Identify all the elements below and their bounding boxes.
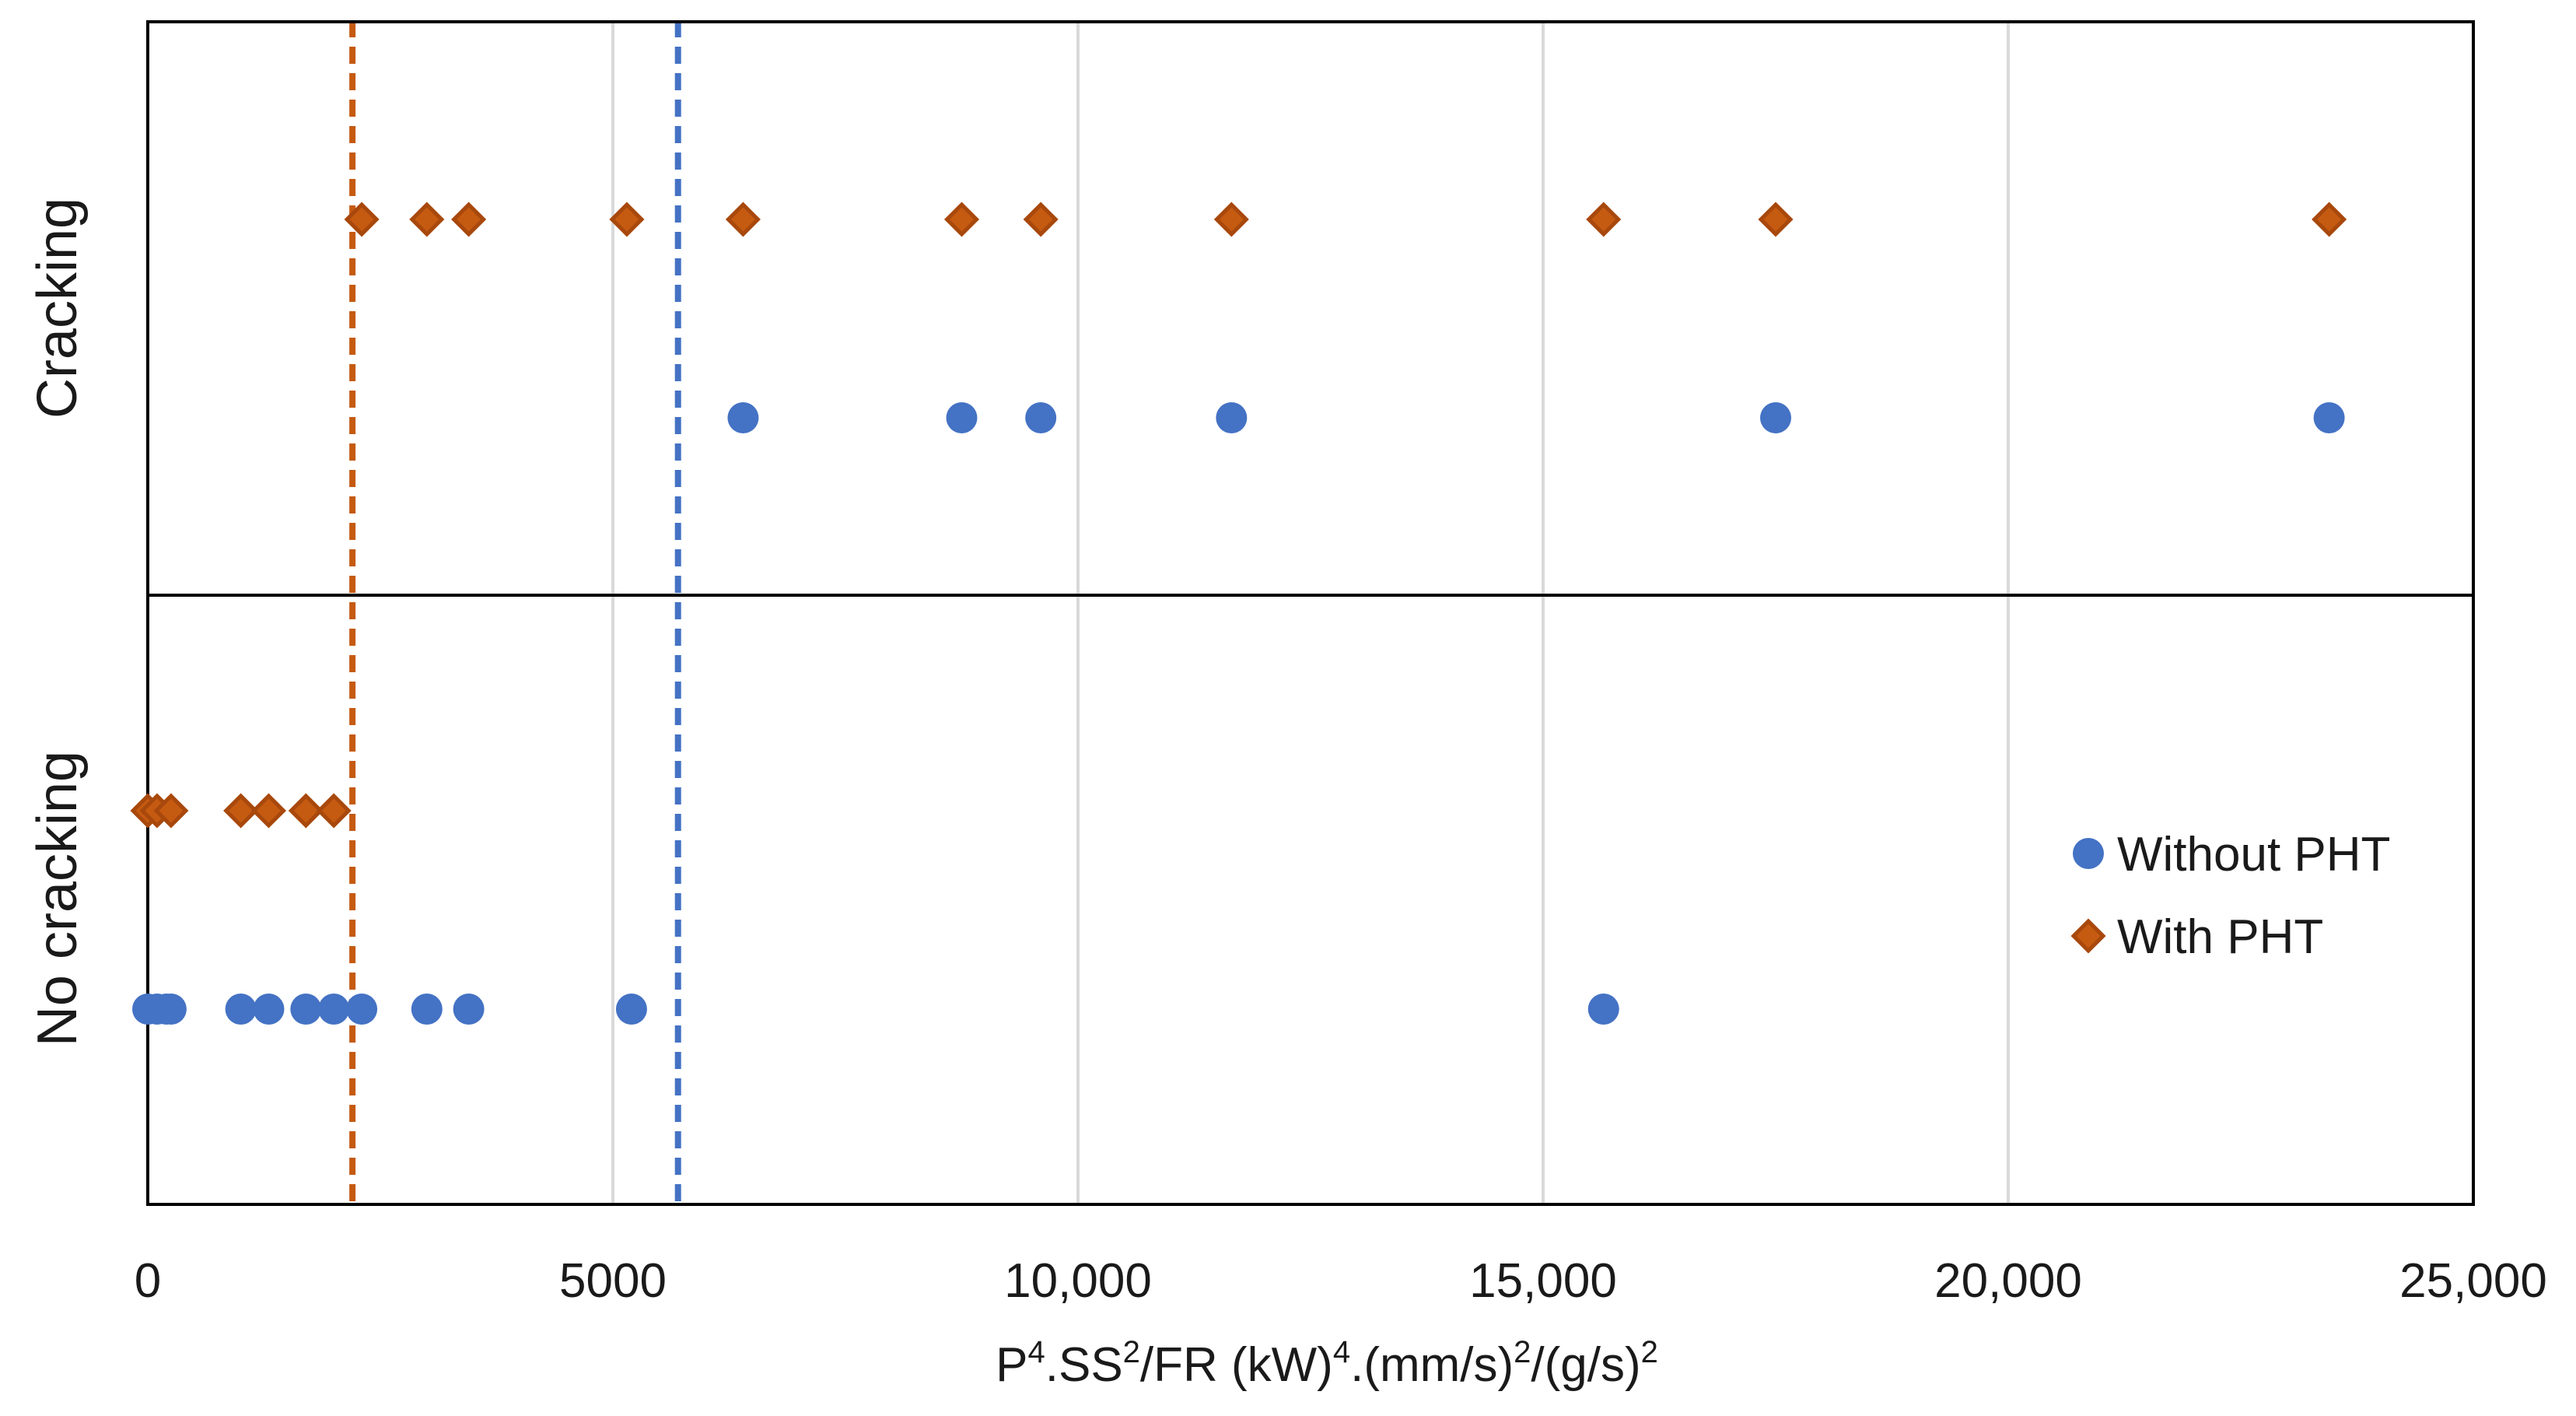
plot-frame — [146, 20, 2475, 1206]
point-without-pht-cracking-1 — [946, 402, 978, 433]
point-with-pht-cracking-0 — [344, 202, 380, 237]
legend-label-with-pht: With PHT — [2117, 910, 2323, 964]
point-without-pht-no-cracking-9 — [411, 994, 443, 1025]
x-tick-label-25000: 25,000 — [2399, 1254, 2547, 1308]
point-without-pht-cracking-0 — [727, 402, 759, 433]
point-without-pht-cracking-3 — [1216, 402, 1248, 433]
point-with-pht-cracking-8 — [1586, 202, 1622, 237]
point-with-pht-no-cracking-6 — [316, 793, 352, 829]
legend-label-without-pht: Without PHT — [2117, 828, 2390, 881]
point-with-pht-cracking-6 — [1023, 202, 1059, 237]
category-labels: Cracking No cracking — [26, 198, 89, 1046]
x-axis-title-part: P — [996, 1338, 1027, 1392]
point-without-pht-cracking-4 — [1760, 402, 1791, 433]
point-without-pht-no-cracking-6 — [290, 994, 322, 1025]
x-tick-label-5000: 5000 — [559, 1254, 667, 1308]
point-with-pht-no-cracking-3 — [223, 793, 259, 829]
point-without-pht-no-cracking-3 — [155, 994, 187, 1025]
point-without-pht-no-cracking-11 — [615, 994, 647, 1025]
x-axis-title-part: .SS — [1045, 1338, 1123, 1392]
point-with-pht-cracking-10 — [2312, 202, 2347, 237]
x-tick-label-10000: 10,000 — [1004, 1254, 1152, 1308]
point-without-pht-no-cracking-12 — [1587, 994, 1619, 1025]
series-without-pht — [132, 402, 2345, 1025]
point-without-pht-no-cracking-5 — [253, 994, 285, 1025]
point-with-pht-cracking-4 — [725, 202, 761, 237]
x-axis-title-part: /FR (kW) — [1140, 1338, 1333, 1392]
x-tick-labels: 0 5000 10,000 15,000 20,000 25,000 — [135, 1254, 2547, 1308]
x-axis-title-part: 4 — [1333, 1335, 1350, 1369]
x-axis-title-part: 2 — [1514, 1335, 1531, 1369]
x-axis-title-part: 4 — [1027, 1335, 1045, 1369]
point-with-pht-cracking-1 — [409, 202, 445, 237]
legend-marker-with-pht — [2070, 918, 2106, 954]
point-with-pht-no-cracking-4 — [250, 793, 287, 829]
legend: Without PHT With PHT — [2070, 828, 2390, 964]
x-axis-title-part: /(g/s) — [1531, 1338, 1640, 1392]
data-points — [130, 202, 2347, 1025]
category-label-no-cracking: No cracking — [26, 751, 89, 1046]
x-axis-title-part: 2 — [1123, 1335, 1140, 1369]
category-label-cracking: Cracking — [26, 198, 89, 419]
x-axis-title-part: 2 — [1641, 1335, 1658, 1369]
point-without-pht-no-cracking-10 — [453, 994, 485, 1025]
x-tick-label-15000: 15,000 — [1469, 1254, 1617, 1308]
legend-item-without-pht: Without PHT — [2073, 828, 2390, 881]
point-without-pht-no-cracking-7 — [318, 994, 350, 1025]
legend-marker-without-pht — [2073, 838, 2104, 869]
point-with-pht-no-cracking-5 — [288, 793, 324, 829]
point-without-pht-no-cracking-4 — [225, 994, 257, 1025]
x-axis-title: P4.SS2/FR (kW)4.(mm/s)2/(g/s)2 — [996, 1335, 1658, 1392]
point-with-pht-cracking-3 — [609, 202, 645, 237]
point-with-pht-cracking-7 — [1213, 202, 1249, 237]
series-with-pht — [130, 202, 2347, 829]
plot-border — [146, 20, 2475, 1206]
point-with-pht-cracking-5 — [943, 202, 980, 237]
point-with-pht-cracking-2 — [451, 202, 487, 237]
x-tick-label-20000: 20,000 — [1934, 1254, 2082, 1308]
point-with-pht-cracking-9 — [1758, 202, 1794, 237]
x-tick-label-0: 0 — [135, 1254, 161, 1308]
x-axis-title-part: .(mm/s) — [1350, 1338, 1514, 1392]
point-without-pht-cracking-2 — [1025, 402, 1057, 433]
point-without-pht-no-cracking-8 — [346, 994, 378, 1025]
point-with-pht-no-cracking-2 — [153, 793, 189, 829]
point-without-pht-cracking-5 — [2313, 402, 2345, 433]
legend-item-with-pht: With PHT — [2070, 910, 2323, 964]
